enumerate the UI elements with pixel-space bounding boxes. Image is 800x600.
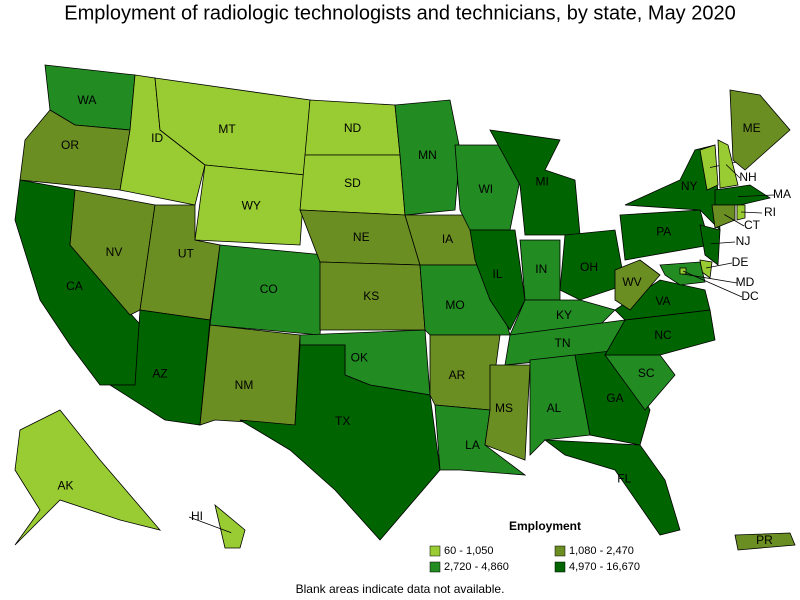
state [736, 204, 746, 221]
state [199, 324, 301, 426]
state-label: WV [622, 275, 641, 289]
state [489, 129, 581, 236]
state-label: IN [535, 262, 547, 276]
legend-label: 60 - 1,050 [444, 545, 494, 557]
state-label: GA [606, 391, 623, 405]
state [717, 139, 739, 189]
state-label: NE [353, 230, 370, 244]
state [711, 204, 736, 229]
state [559, 229, 626, 301]
state [529, 354, 591, 456]
legend-label: 2,720 - 4,860 [444, 561, 509, 573]
legend-swatch [429, 561, 441, 573]
state-label: UT [178, 246, 195, 260]
state-label: FL [617, 471, 631, 485]
state-label: OH [580, 260, 598, 274]
state-label: DE [732, 255, 749, 269]
leader-line [681, 273, 738, 284]
state-label: WA [78, 93, 97, 107]
state-label: MD [736, 275, 755, 289]
legend-swatch [554, 545, 566, 557]
state-label: PR [756, 533, 773, 547]
state [699, 144, 719, 191]
state [108, 309, 211, 426]
state-label: KS [363, 289, 379, 303]
state-label: AL [547, 401, 562, 415]
leader-line [188, 516, 232, 534]
state-label: OK [351, 351, 368, 365]
state [734, 532, 796, 551]
state-label: NM [235, 378, 254, 392]
state [14, 409, 162, 546]
leader-line [737, 194, 775, 197]
legend-label: 4,970 - 16,670 [569, 561, 640, 573]
state-label: WI [478, 182, 493, 196]
footnote: Blank areas indicate data not available. [296, 582, 505, 596]
state [714, 184, 772, 206]
state-label: NC [654, 328, 672, 342]
state-label: AZ [152, 366, 167, 380]
state-label: TN [555, 336, 571, 350]
legend-swatch [554, 561, 566, 573]
state [729, 89, 791, 171]
state-label: NH [739, 170, 756, 184]
state-label: MO [445, 298, 464, 312]
state [394, 99, 461, 216]
state-label: WY [242, 198, 261, 212]
state-label: MA [773, 187, 791, 201]
leader-line [725, 164, 741, 179]
legend-swatch [429, 545, 441, 557]
state-label: CT [744, 218, 761, 232]
state-label: LA [465, 438, 480, 452]
state-label: AK [58, 478, 74, 492]
state-label: PA [656, 225, 671, 239]
state-label: MN [418, 148, 437, 162]
map-title: Employment of radiologic technologists a… [64, 2, 735, 24]
state-label: SC [638, 366, 655, 380]
state [469, 229, 526, 331]
leader-line [705, 262, 733, 269]
state-label: DC [741, 289, 759, 303]
state-label: CO [260, 282, 278, 296]
state-label: TX [335, 414, 350, 428]
state [614, 259, 661, 311]
state-label: ND [344, 121, 362, 135]
state [484, 364, 531, 461]
state-label: MI [535, 174, 548, 188]
state [543, 439, 681, 536]
state [69, 189, 156, 316]
state-label: MT [218, 122, 236, 136]
state [239, 344, 441, 541]
state-label: SD [344, 176, 361, 190]
state-label: MS [495, 401, 513, 415]
state-label: NY [681, 179, 698, 193]
state [699, 224, 721, 266]
leader-line [710, 241, 736, 245]
state-label: CA [66, 279, 83, 293]
state-label: IL [492, 267, 502, 281]
leader-line [724, 214, 745, 227]
state-label: IA [442, 232, 453, 246]
state [194, 164, 306, 246]
states: WA OR CA NV ID MT WY UT AZ CO NM ND SD NE KS OK TX MN IA MO… [14, 64, 796, 551]
state-label: RI [764, 205, 776, 219]
legend-title: Employment [509, 519, 581, 533]
leader-line [740, 211, 763, 214]
state-label: ME [743, 121, 761, 135]
state-label: NV [106, 245, 123, 259]
state-label: NJ [736, 234, 751, 248]
state-label: OR [61, 138, 79, 152]
legend: 60 - 1,050 1,080 - 2,470 2,720 - 4,860 4,97… [429, 545, 640, 573]
state-label: ID [151, 131, 163, 145]
state-label: AR [449, 368, 466, 382]
state-label: HI [191, 509, 203, 523]
state [214, 503, 246, 549]
state [614, 279, 711, 321]
legend-label: 1,080 - 2,470 [569, 545, 634, 557]
state-label: KY [556, 308, 572, 322]
leader-line [682, 270, 743, 298]
state-label: VA [655, 294, 670, 308]
